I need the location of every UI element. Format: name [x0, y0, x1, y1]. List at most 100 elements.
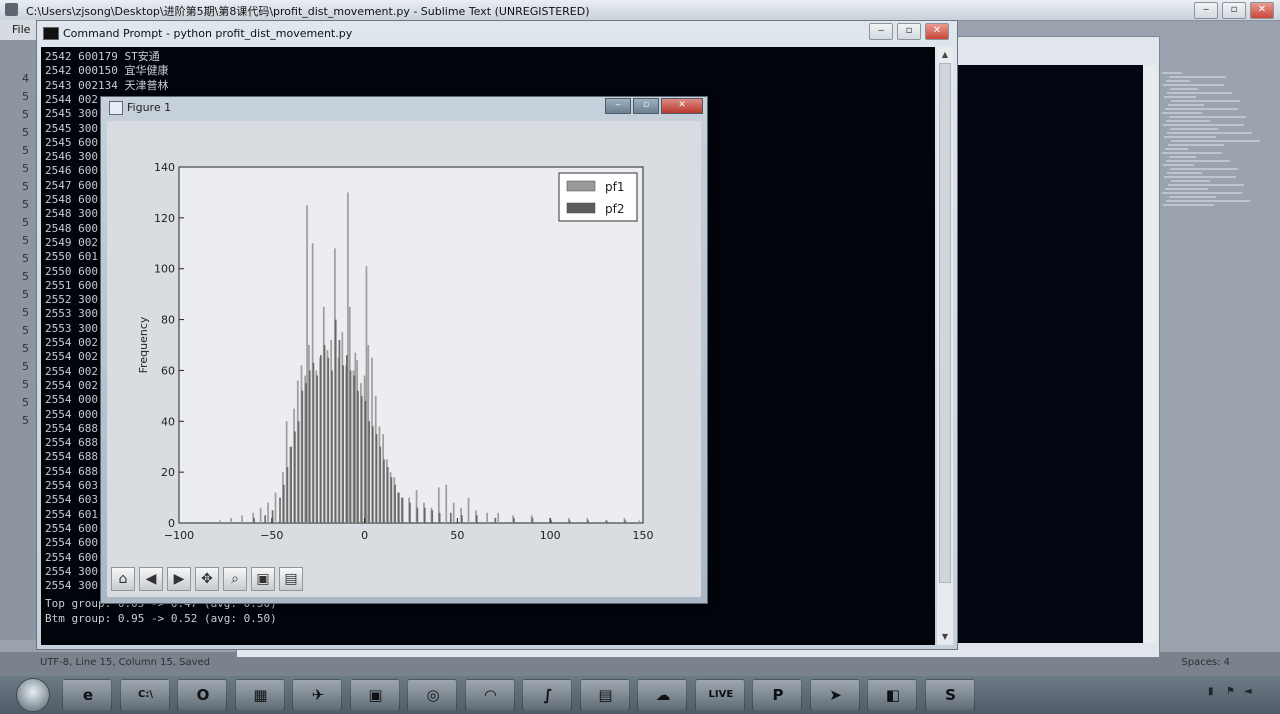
sublime-minimize-button[interactable]: ‒ — [1194, 2, 1218, 19]
cmd-app-icon — [43, 27, 59, 40]
taskbar-app-outlook[interactable]: O — [177, 679, 227, 711]
taskbar-app-paint[interactable]: ▦ — [234, 679, 285, 711]
back-icon[interactable]: ◀ — [139, 567, 163, 591]
line-number: 5 — [22, 198, 29, 211]
console-line: 2554 002 — [45, 350, 98, 364]
sublime-menu-file[interactable]: File — [0, 20, 36, 40]
histogram-bar-pf2 — [334, 319, 337, 523]
home-icon[interactable]: ⌂ — [111, 567, 135, 591]
console-line: 2548 300 — [45, 207, 98, 221]
volume-icon[interactable]: ◄ — [1244, 686, 1252, 697]
figure-close-button[interactable]: ✕ — [661, 98, 703, 114]
configure-subplots-icon[interactable]: ▣ — [251, 567, 275, 591]
console-line: 2554 688 — [45, 436, 98, 450]
y-tick-label: 100 — [154, 263, 175, 276]
taskbar-app-app8[interactable]: ◠ — [464, 679, 515, 711]
histogram-bar-pf1 — [306, 205, 308, 523]
taskbar-app-calculator[interactable]: ▤ — [579, 679, 630, 711]
histogram-chart[interactable]: −100 −50 0 50 100 150 0 20 40 60 80 100 120 140 Freque… — [107, 121, 701, 567]
line-number: 4 — [22, 72, 29, 85]
y-axis-label: Frequency — [137, 316, 150, 373]
scroll-thumb[interactable] — [939, 63, 951, 583]
taskbar-app-app15[interactable]: ◧ — [867, 679, 917, 711]
cmd-maximize-button[interactable]: ▫ — [897, 23, 921, 40]
histogram-bar-pf2 — [353, 375, 356, 523]
cmd-titlebar[interactable]: Command Prompt - python profit_dist_move… — [37, 21, 957, 45]
sublime-close-button[interactable]: ✕ — [1250, 2, 1274, 19]
chrome-icon: ◎ — [426, 686, 440, 704]
legend-label-pf1: pf1 — [605, 180, 624, 194]
histogram-bar-pf2 — [386, 467, 389, 523]
histogram-bar-pf1 — [365, 266, 368, 523]
editor-scrollbar[interactable] — [1143, 65, 1157, 643]
app11-icon: ☁ — [655, 686, 671, 704]
taskbar-app-app6[interactable]: ▣ — [349, 679, 400, 711]
pan-icon[interactable]: ✥ — [195, 567, 219, 591]
minimap-line — [1163, 124, 1244, 126]
histogram-bar-pf1 — [497, 512, 500, 523]
histogram-bar-pf2 — [253, 517, 255, 523]
cmd-close-button[interactable]: ✕ — [925, 23, 949, 40]
minimap-line — [1166, 200, 1250, 202]
console-line: 2545 600 — [45, 135, 98, 149]
taskbar-app-powerpoint[interactable]: P — [752, 679, 802, 711]
indentation-label[interactable]: Spaces: 4 — [1181, 657, 1230, 668]
figure-window: Figure 1 ‒ ▫ ✕ −100 −50 0 50 100 150 0 20 40 60 80… — [100, 96, 708, 604]
line-number: 5 — [22, 270, 29, 283]
figure-title: Figure 1 — [127, 101, 172, 114]
minimap-line — [1169, 76, 1226, 78]
sublime-titlebar[interactable]: C:\Users\zjsong\Desktop\进阶第5期\第8课代码\prof… — [0, 0, 1280, 21]
sublime-maximize-button[interactable]: ▫ — [1222, 2, 1246, 19]
console-line: 2554 600 — [45, 550, 98, 564]
figure-minimize-button[interactable]: ‒ — [605, 98, 631, 114]
y-tick-label: 80 — [161, 314, 175, 327]
forward-icon[interactable]: ▶ — [167, 567, 191, 591]
cmd-scrollbar[interactable]: ▲ ▼ — [937, 47, 953, 645]
histogram-bar-pf2 — [286, 467, 289, 523]
histogram-bar-pf2 — [327, 357, 330, 523]
minimap-line — [1165, 148, 1188, 150]
histogram-bar-pf2 — [409, 502, 411, 523]
histogram-bar-pf2 — [323, 345, 326, 523]
taskbar-app-app5[interactable]: ✈ — [292, 679, 342, 711]
taskbar-app-sublime[interactable]: S — [924, 679, 975, 711]
minimap[interactable] — [1162, 72, 1272, 212]
editor-pane[interactable] — [957, 65, 1147, 643]
taskbar-app-ie[interactable]: e — [62, 679, 112, 711]
save-icon[interactable]: ▤ — [279, 567, 303, 591]
histogram-bar-pf2 — [290, 446, 293, 523]
telegram-icon: ➤ — [829, 686, 842, 704]
start-button[interactable] — [16, 678, 50, 712]
zoom-icon[interactable]: ⌕ — [223, 567, 247, 591]
legend-swatch-pf1 — [566, 180, 596, 192]
histogram-bar-pf2 — [397, 492, 400, 523]
cmd-minimize-button[interactable]: ‒ — [869, 23, 893, 40]
console-line: 2549 002 — [45, 235, 98, 249]
minimap-line — [1168, 104, 1204, 106]
figure-maximize-button[interactable]: ▫ — [633, 98, 659, 114]
calculator-icon: ▤ — [598, 686, 613, 704]
taskbar-app-sublime-j[interactable]: ∫ — [522, 679, 572, 711]
scroll-up-arrow-icon[interactable]: ▲ — [941, 50, 949, 59]
taskbar-app-chrome[interactable]: ◎ — [407, 679, 457, 711]
line-number: 5 — [22, 108, 29, 121]
network-icon[interactable]: ▮ — [1208, 686, 1214, 697]
scroll-down-arrow-icon[interactable]: ▼ — [941, 632, 949, 641]
y-tick-label: 40 — [161, 415, 175, 428]
histogram-bar-pf1 — [230, 517, 232, 523]
histogram-bar-pf2 — [294, 431, 296, 523]
taskbar-app-cmd[interactable]: C:\ — [119, 679, 170, 711]
figure-titlebar[interactable]: Figure 1 ‒ ▫ ✕ — [101, 97, 707, 119]
minimap-line — [1166, 120, 1210, 122]
flag-icon[interactable]: ⚑ — [1226, 686, 1235, 697]
minimap-line — [1162, 152, 1222, 154]
histogram-bar-pf2 — [342, 365, 344, 523]
histogram-bar-pf2 — [513, 517, 515, 523]
histogram-bar-pf2 — [550, 520, 552, 523]
taskbar-app-telegram[interactable]: ➤ — [809, 679, 860, 711]
minimap-line — [1171, 180, 1210, 182]
taskbar-app-app11[interactable]: ☁ — [637, 679, 687, 711]
taskbar-app-live[interactable]: LIVE — [694, 679, 745, 711]
console-line: 2552 300 — [45, 293, 98, 307]
minimap-line — [1164, 96, 1196, 98]
